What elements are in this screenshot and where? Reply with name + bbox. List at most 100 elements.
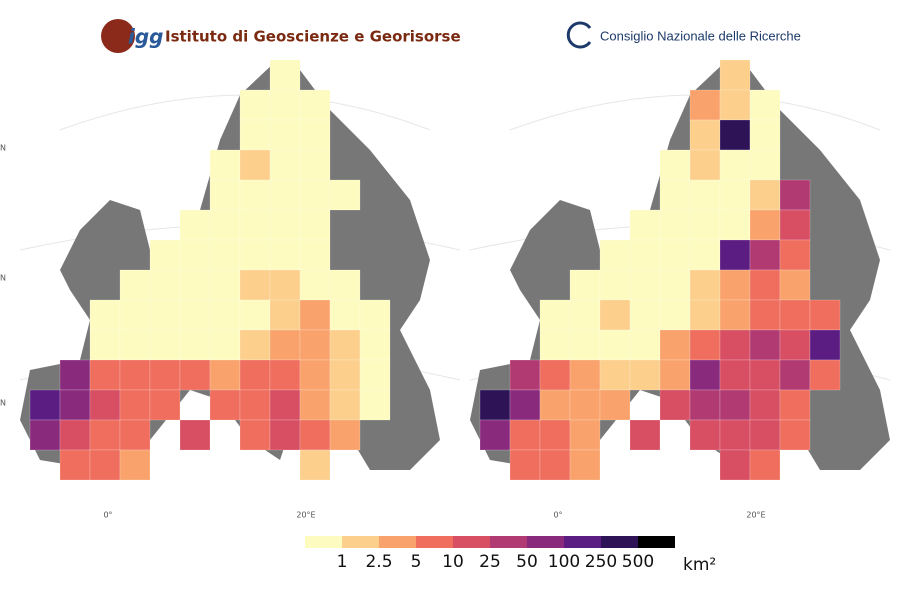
grid-cell (239, 389, 271, 421)
grid-cell (689, 419, 721, 451)
grid-cell (119, 359, 151, 391)
grid-cell (509, 449, 541, 481)
grid-cell (149, 239, 181, 271)
y-axis-label: N (0, 274, 6, 283)
grid-cell (629, 359, 661, 391)
grid-cell (749, 359, 781, 391)
legend-swatch (342, 536, 379, 548)
grid-cell (239, 209, 271, 241)
grid-cell (359, 299, 391, 331)
legend-swatch (638, 536, 675, 548)
grid-cell (119, 269, 151, 301)
grid-cell (719, 89, 751, 121)
grid-cell (269, 59, 301, 91)
grid-cell (329, 329, 361, 361)
grid-cell (749, 89, 781, 121)
grid-cell (779, 359, 811, 391)
grid-cell (689, 329, 721, 361)
grid-cell (239, 89, 271, 121)
grid-cell (689, 209, 721, 241)
grid-cell (719, 59, 751, 91)
legend-swatch (379, 536, 416, 548)
legend-swatch (564, 536, 601, 548)
grid-cell (569, 419, 601, 451)
grid-cell (89, 419, 121, 451)
grid-cell (149, 359, 181, 391)
grid-cell (359, 389, 391, 421)
grid-cell (299, 149, 331, 181)
grid-cell (749, 329, 781, 361)
grid-cell (299, 119, 331, 151)
grid-cell (119, 329, 151, 361)
grid-cell (119, 389, 151, 421)
grid-cell (269, 389, 301, 421)
x-axis-label: 0° (553, 511, 562, 520)
grid-cell (269, 119, 301, 151)
grid-cell (299, 269, 331, 301)
grid-cell (629, 209, 661, 241)
grid-cell (749, 389, 781, 421)
grid-cell (539, 449, 571, 481)
grid-cell (89, 389, 121, 421)
legend-swatch (453, 536, 490, 548)
grid-cell (569, 389, 601, 421)
grid-cell (749, 179, 781, 211)
legend-swatch (490, 536, 527, 548)
grid-cell (779, 179, 811, 211)
grid-cell (509, 419, 541, 451)
grid-cell (239, 269, 271, 301)
map-left: 0° 20°E N N N (0, 59, 461, 520)
logo-text: igg (128, 25, 164, 49)
grid-cell (809, 299, 841, 331)
logo-cnr: Consiglio Nazionale delle Ricerche (566, 21, 801, 49)
grid-cell (539, 419, 571, 451)
institute-name: Istituto di Geoscienze e Georisorse (165, 28, 461, 46)
grid-cell (719, 329, 751, 361)
grid-cell (299, 89, 331, 121)
y-axis-label: N (0, 144, 6, 153)
grid-cell (329, 269, 361, 301)
grid-cell (179, 329, 211, 361)
grid-cell (179, 419, 211, 451)
grid-cell (509, 359, 541, 391)
y-axis-label: N (0, 399, 6, 408)
grid-cell (719, 239, 751, 271)
grid-cell (749, 419, 781, 451)
grid-cell (359, 329, 391, 361)
grid-cell (689, 389, 721, 421)
grid-cell (689, 299, 721, 331)
grid-cell (209, 329, 241, 361)
legend-label: 25 (479, 552, 501, 572)
legend-label: 50 (516, 552, 538, 572)
grid-cell (569, 329, 601, 361)
grid-cell (719, 209, 751, 241)
legend-label: 5 (411, 552, 422, 572)
grid-cell (299, 419, 331, 451)
grid-cell (599, 269, 631, 301)
grid-cell (749, 299, 781, 331)
grid-cell (179, 269, 211, 301)
grid-cell (719, 119, 751, 151)
grid-cell (209, 359, 241, 391)
grid-cell (179, 239, 211, 271)
grid-cell (779, 389, 811, 421)
grid-cell (569, 269, 601, 301)
grid-cell (719, 149, 751, 181)
map-right: 0° 20°E (469, 59, 891, 520)
legend-swatch (527, 536, 564, 548)
grid-cell (89, 329, 121, 361)
grid-cell (689, 119, 721, 151)
legend-label: 500 (622, 552, 654, 572)
grid-cell (299, 359, 331, 391)
grid-cell (239, 329, 271, 361)
grid-cell (239, 149, 271, 181)
grid-cell (89, 449, 121, 481)
grid-cell (59, 449, 91, 481)
logo-mark (101, 19, 135, 53)
grid-cell (719, 419, 751, 451)
grid-cell (329, 419, 361, 451)
x-axis-label: 20°E (746, 511, 765, 520)
grid-cell (719, 449, 751, 481)
grid-cell (719, 389, 751, 421)
